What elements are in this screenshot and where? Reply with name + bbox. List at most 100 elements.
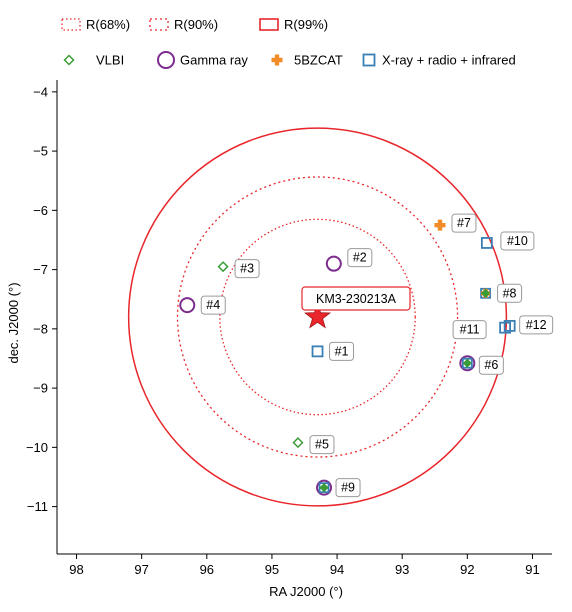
y-tick-label: −11 bbox=[27, 499, 48, 514]
source-label: #6 bbox=[478, 355, 504, 375]
legend-region-swatch bbox=[149, 18, 169, 31]
legend: R(68%) R(90%) R(99%) VLBI Gamma ray 5BZCAT X-r… bbox=[61, 17, 516, 69]
source-label: #9 bbox=[335, 478, 361, 498]
gamma-ray-marker bbox=[316, 479, 333, 496]
xray-radio-infrared-marker bbox=[480, 237, 493, 249]
x-tick-label: 94 bbox=[330, 562, 344, 577]
source-label-box bbox=[478, 355, 504, 375]
source-label-text: #10 bbox=[507, 234, 528, 248]
source-label: #10 bbox=[500, 231, 535, 251]
x-tick-label: 91 bbox=[525, 562, 539, 577]
source-label-box bbox=[497, 283, 523, 303]
gamma-ray-marker bbox=[179, 297, 196, 314]
source-label-text: #7 bbox=[457, 216, 471, 230]
source-point bbox=[316, 479, 333, 496]
xray-radio-infrared-marker bbox=[362, 53, 376, 67]
source-point bbox=[292, 437, 304, 449]
source-label-text: #3 bbox=[240, 262, 254, 276]
source-markers bbox=[179, 219, 516, 496]
region-circle bbox=[176, 176, 459, 458]
y-tick-label: −9 bbox=[33, 381, 48, 396]
source-point bbox=[311, 345, 324, 358]
source-point bbox=[179, 297, 196, 314]
gamma-ray-marker bbox=[325, 255, 342, 272]
source-label-text: #2 bbox=[353, 251, 367, 265]
gamma-ray-marker bbox=[459, 355, 476, 372]
source-label: #8 bbox=[497, 283, 523, 303]
source-labels: #1 #2 #3 #4 #5 #6 #7 #8 #9 #10 #11 #12 bbox=[200, 213, 554, 498]
x-tick-label: 95 bbox=[265, 562, 279, 577]
source-label-box bbox=[519, 315, 554, 335]
xray-radio-infrared-marker bbox=[311, 345, 324, 358]
source-point bbox=[217, 261, 229, 273]
source-label-box bbox=[452, 320, 487, 340]
legend-region-label: R(99%) bbox=[284, 17, 328, 32]
legend-series-label: 5BZCAT bbox=[294, 53, 343, 68]
legend-region-label: R(68%) bbox=[86, 17, 130, 32]
event-label-box bbox=[301, 286, 411, 311]
bzcat-marker bbox=[434, 219, 446, 231]
legend-series-label: X-ray + radio + infrared bbox=[382, 53, 516, 68]
source-point bbox=[480, 287, 491, 299]
confidence-regions bbox=[127, 127, 508, 507]
source-label: #1 bbox=[329, 341, 355, 361]
y-tick-label: −7 bbox=[33, 262, 48, 277]
y-tick-label: −4 bbox=[33, 84, 48, 99]
source-label: #12 bbox=[519, 315, 554, 335]
y-tick-label: −8 bbox=[33, 321, 48, 336]
x-tick-label: 92 bbox=[460, 562, 474, 577]
legend-series-label: VLBI bbox=[96, 53, 124, 68]
vlbi-marker bbox=[481, 288, 491, 298]
event-layer: KM3-230213A bbox=[301, 286, 411, 329]
y-tick-label: −10 bbox=[26, 440, 48, 455]
y-tick-label: −6 bbox=[33, 203, 48, 218]
plot-frame: 98 97 96 95 94 93 92 91 −4 −5 −6 −7 −8 −9 −10 −11 bbox=[26, 80, 552, 577]
source-point bbox=[325, 255, 342, 272]
source-label-text: #1 bbox=[335, 344, 349, 358]
region-circle bbox=[127, 127, 508, 507]
source-label-box bbox=[451, 213, 477, 233]
source-label-text: #6 bbox=[484, 358, 498, 372]
vlbi-marker bbox=[217, 261, 229, 273]
source-label: #11 bbox=[452, 320, 487, 340]
x-axis-title: RA J2000 (°) bbox=[269, 584, 343, 599]
legend-series-label: Gamma ray bbox=[180, 53, 248, 68]
xray-radio-infrared-marker bbox=[503, 319, 516, 332]
source-label-box bbox=[329, 341, 355, 361]
x-tick-label: 97 bbox=[134, 562, 148, 577]
event-star bbox=[304, 302, 332, 329]
vlbi-marker bbox=[292, 437, 304, 449]
source-label-text: #5 bbox=[315, 438, 329, 452]
source-label-box bbox=[309, 435, 335, 455]
source-label: #4 bbox=[200, 295, 226, 315]
legend-region-swatch bbox=[259, 18, 279, 31]
event-label-text: KM3-230213A bbox=[316, 292, 397, 306]
source-point bbox=[459, 355, 476, 372]
source-label-box bbox=[234, 259, 260, 279]
event-label: KM3-230213A bbox=[301, 286, 411, 311]
source-label: #7 bbox=[451, 213, 477, 233]
source-label-text: #12 bbox=[526, 318, 547, 332]
x-tick-label: 96 bbox=[200, 562, 214, 577]
source-point bbox=[503, 319, 516, 332]
x-tick-label: 98 bbox=[69, 562, 83, 577]
source-point bbox=[434, 219, 446, 231]
vlbi-marker bbox=[319, 483, 329, 493]
source-label-text: #4 bbox=[206, 298, 220, 312]
region-circle bbox=[219, 218, 416, 416]
y-axis-title: dec. J2000 (°) bbox=[6, 282, 21, 363]
source-label-box bbox=[347, 248, 373, 268]
source-point bbox=[480, 237, 493, 249]
source-label: #5 bbox=[309, 435, 335, 455]
source-label-box bbox=[335, 478, 361, 498]
bzcat-marker bbox=[271, 54, 283, 66]
y-tick-label: −5 bbox=[33, 144, 48, 159]
legend-region-label: R(90%) bbox=[174, 17, 218, 32]
vlbi-marker bbox=[462, 358, 472, 368]
source-label: #2 bbox=[347, 248, 373, 268]
source-label-text: #9 bbox=[341, 481, 355, 495]
source-label-text: #8 bbox=[503, 286, 517, 300]
source-label-box bbox=[200, 295, 226, 315]
source-label-text: #11 bbox=[460, 323, 480, 337]
